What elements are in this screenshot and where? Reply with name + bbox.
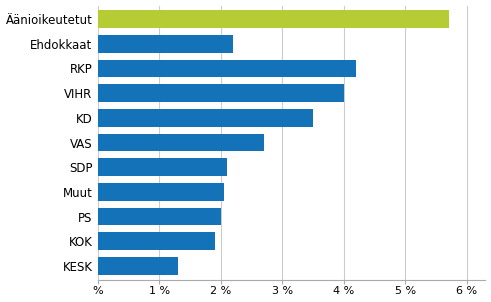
Bar bbox=[98, 208, 221, 226]
Bar bbox=[98, 10, 449, 28]
Bar bbox=[98, 183, 224, 201]
Bar bbox=[98, 35, 233, 53]
Bar bbox=[98, 158, 227, 176]
Bar bbox=[98, 84, 344, 102]
Bar bbox=[98, 232, 215, 250]
Bar bbox=[98, 257, 178, 275]
Bar bbox=[98, 59, 356, 77]
Bar bbox=[98, 134, 264, 151]
Bar bbox=[98, 109, 313, 127]
